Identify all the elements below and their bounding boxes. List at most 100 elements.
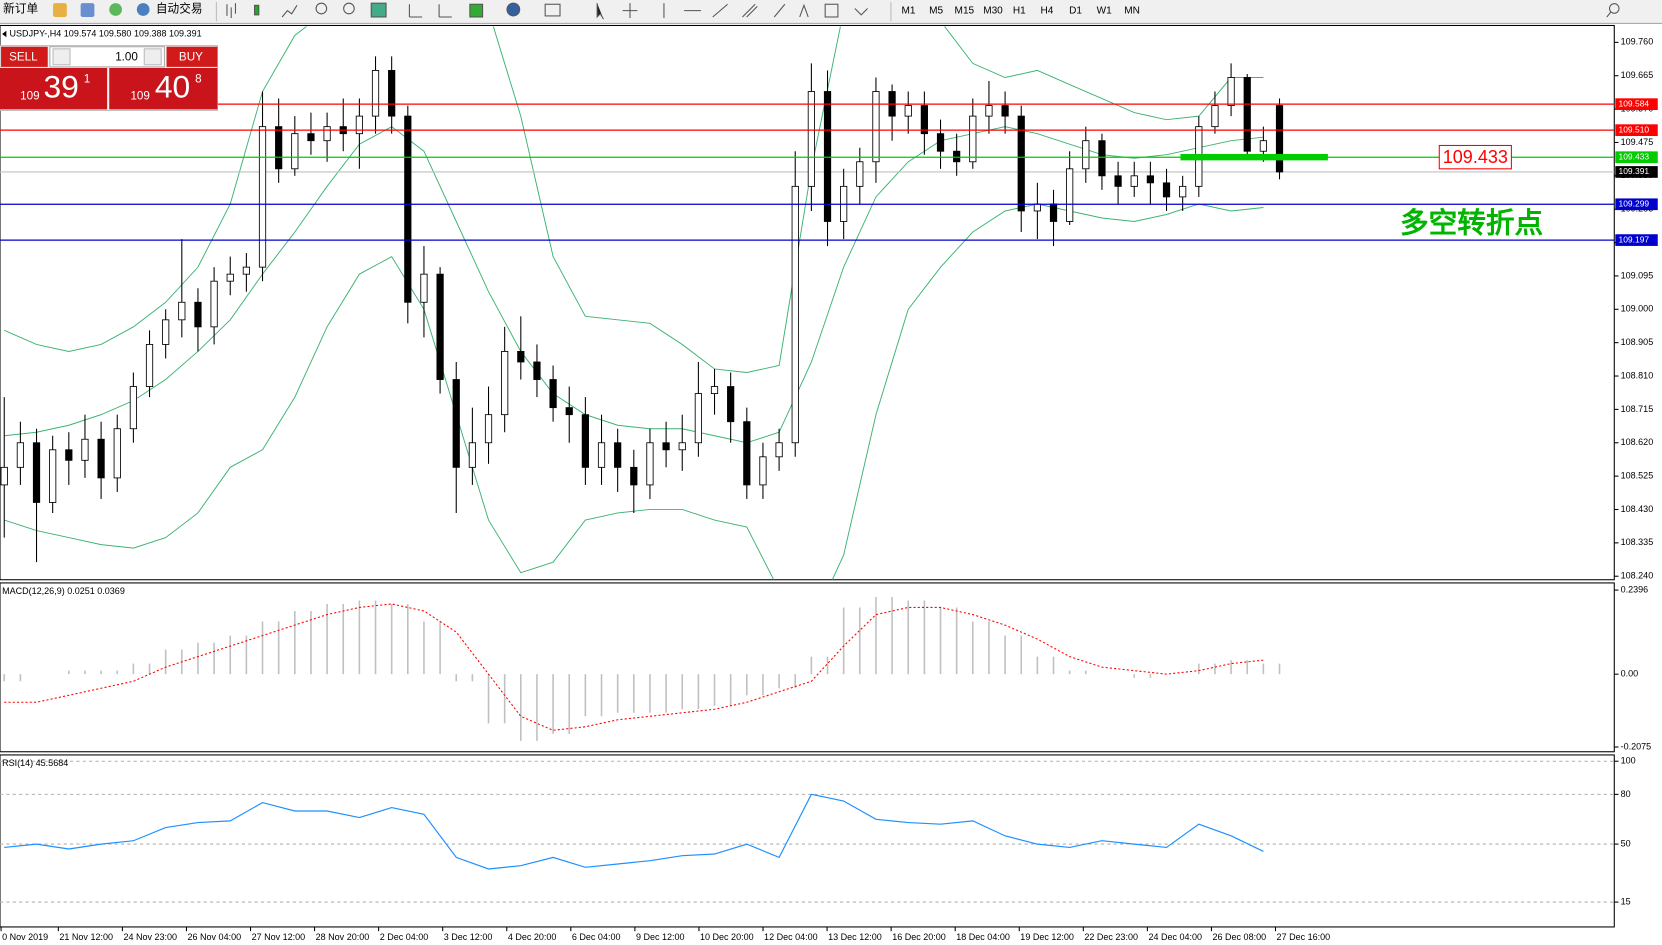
- icon[interactable]: [544, 3, 561, 17]
- candle-body: [226, 273, 234, 282]
- lot-down[interactable]: [52, 48, 71, 66]
- icon[interactable]: [370, 2, 387, 18]
- candle-body: [823, 91, 832, 222]
- candle-body: [1049, 203, 1058, 222]
- icon[interactable]: [596, 3, 604, 20]
- x-tick-label: 24 Nov 23:00: [123, 932, 177, 942]
- candle-body: [1098, 140, 1106, 177]
- y-tick-label: 108.905: [1621, 337, 1654, 347]
- macd-title: MACD(12,26,9) 0.0251 0.0369: [2, 586, 125, 596]
- timeframe-button[interactable]: M30: [983, 5, 1003, 16]
- search-icon[interactable]: [1606, 11, 1612, 18]
- sell-label[interactable]: SELL: [9, 50, 38, 63]
- sell-button[interactable]: [1, 46, 48, 67]
- lot-input[interactable]: [49, 46, 165, 68]
- candle-body: [1275, 105, 1284, 173]
- candle-body: [630, 466, 638, 486]
- timeframe-button[interactable]: M1: [902, 5, 916, 16]
- candle-body: [307, 133, 315, 142]
- icon[interactable]: [469, 3, 484, 18]
- timeframes: M1 M5 M15 M30 H1 H4 D1 W1 MN: [902, 5, 1140, 16]
- icon[interactable]: [438, 4, 452, 18]
- candle-body: [953, 150, 961, 163]
- icon[interactable]: [742, 3, 758, 18]
- sell-price-big: 109: [20, 90, 39, 103]
- x-tick-label: 27 Nov 12:00: [252, 932, 306, 942]
- search-icon[interactable]: [1608, 3, 1620, 14]
- candle-body: [145, 343, 154, 387]
- x-tick-label: 22 Dec 23:00: [1084, 932, 1138, 942]
- icon[interactable]: [315, 2, 328, 15]
- icon[interactable]: [408, 4, 423, 18]
- x-tick-label: 26 Nov 04:00: [188, 932, 242, 942]
- candle-body: [210, 280, 218, 328]
- current-price-label: 109.391: [1619, 166, 1650, 176]
- x-tick-label: 6 Dec 04:00: [572, 932, 621, 942]
- x-tick-label: 0 Nov 2019: [2, 932, 48, 942]
- buy-price-pip: 8: [195, 73, 201, 86]
- price-level-label: 109.510: [1619, 124, 1650, 134]
- icon[interactable]: [109, 3, 122, 16]
- candle-body: [291, 133, 299, 170]
- macd-panel: [0, 582, 1615, 753]
- icon[interactable]: [226, 3, 236, 19]
- candle-body: [727, 386, 735, 423]
- icon[interactable]: [824, 3, 839, 18]
- icon[interactable]: [854, 8, 868, 16]
- timeframe-button[interactable]: MN: [1124, 5, 1140, 16]
- candle-body: [1082, 140, 1090, 170]
- timeframe-button[interactable]: D1: [1069, 5, 1082, 16]
- timeframe-button[interactable]: H1: [1013, 5, 1026, 16]
- candle-body: [1227, 77, 1235, 106]
- timeframe-button[interactable]: W1: [1097, 5, 1113, 16]
- sell-price-box[interactable]: [0, 67, 108, 110]
- y-tick-label: 108.430: [1621, 504, 1654, 514]
- annotation: 多空转折点: [1400, 207, 1543, 240]
- icon[interactable]: [254, 4, 260, 16]
- candle-body: [710, 386, 719, 395]
- icon[interactable]: [281, 5, 298, 18]
- icon[interactable]: [712, 3, 728, 18]
- y-tick-label: 109.000: [1621, 304, 1654, 314]
- candle-body: [242, 266, 250, 275]
- lot-up[interactable]: [143, 48, 162, 66]
- icon[interactable]: [622, 3, 638, 19]
- candle-body: [807, 91, 815, 187]
- candle-body: [501, 351, 509, 416]
- candle-body: [694, 393, 702, 444]
- candle-body: [1130, 175, 1138, 187]
- y-tick-label: 108.715: [1621, 404, 1654, 414]
- icon[interactable]: [80, 3, 95, 17]
- lot-value[interactable]: 1.00: [115, 50, 138, 63]
- candle-body: [904, 105, 912, 117]
- timeframe-button[interactable]: M15: [955, 5, 975, 16]
- icon[interactable]: [506, 2, 521, 17]
- x-tick-label: 24 Dec 04:00: [1148, 932, 1202, 942]
- new-order-button[interactable]: 新订单: [3, 2, 38, 16]
- x-tick-label: 4 Dec 20:00: [508, 932, 557, 942]
- toolbar: [0, 0, 1662, 24]
- candle-body: [1017, 115, 1025, 212]
- candle-body: [743, 421, 751, 486]
- timeframe-button[interactable]: M5: [929, 5, 943, 16]
- candle-body: [1146, 175, 1154, 184]
- auto-trading-icon[interactable]: [136, 3, 150, 16]
- icon[interactable]: [799, 3, 809, 18]
- candle-body: [646, 442, 654, 486]
- icon[interactable]: [53, 3, 67, 17]
- buy-button[interactable]: [166, 46, 218, 67]
- candle-body: [1033, 203, 1041, 212]
- candle-body: [565, 407, 573, 416]
- candle-body: [614, 442, 622, 468]
- y-tick-label: 100: [1621, 756, 1636, 766]
- timeframe-button[interactable]: H4: [1040, 5, 1053, 16]
- buy-label[interactable]: BUY: [179, 50, 203, 63]
- icon[interactable]: [343, 2, 355, 15]
- icon[interactable]: [773, 3, 786, 18]
- axes: 109.760109.665109.570109.475109.380109.2…: [0, 37, 1658, 942]
- buy-price-box[interactable]: [109, 67, 218, 110]
- x-tick-label: 3 Dec 12:00: [444, 932, 493, 942]
- auto-trading-button[interactable]: 自动交易: [156, 2, 203, 16]
- y-tick-label: 0.00: [1621, 669, 1639, 679]
- candle-body: [1162, 182, 1171, 198]
